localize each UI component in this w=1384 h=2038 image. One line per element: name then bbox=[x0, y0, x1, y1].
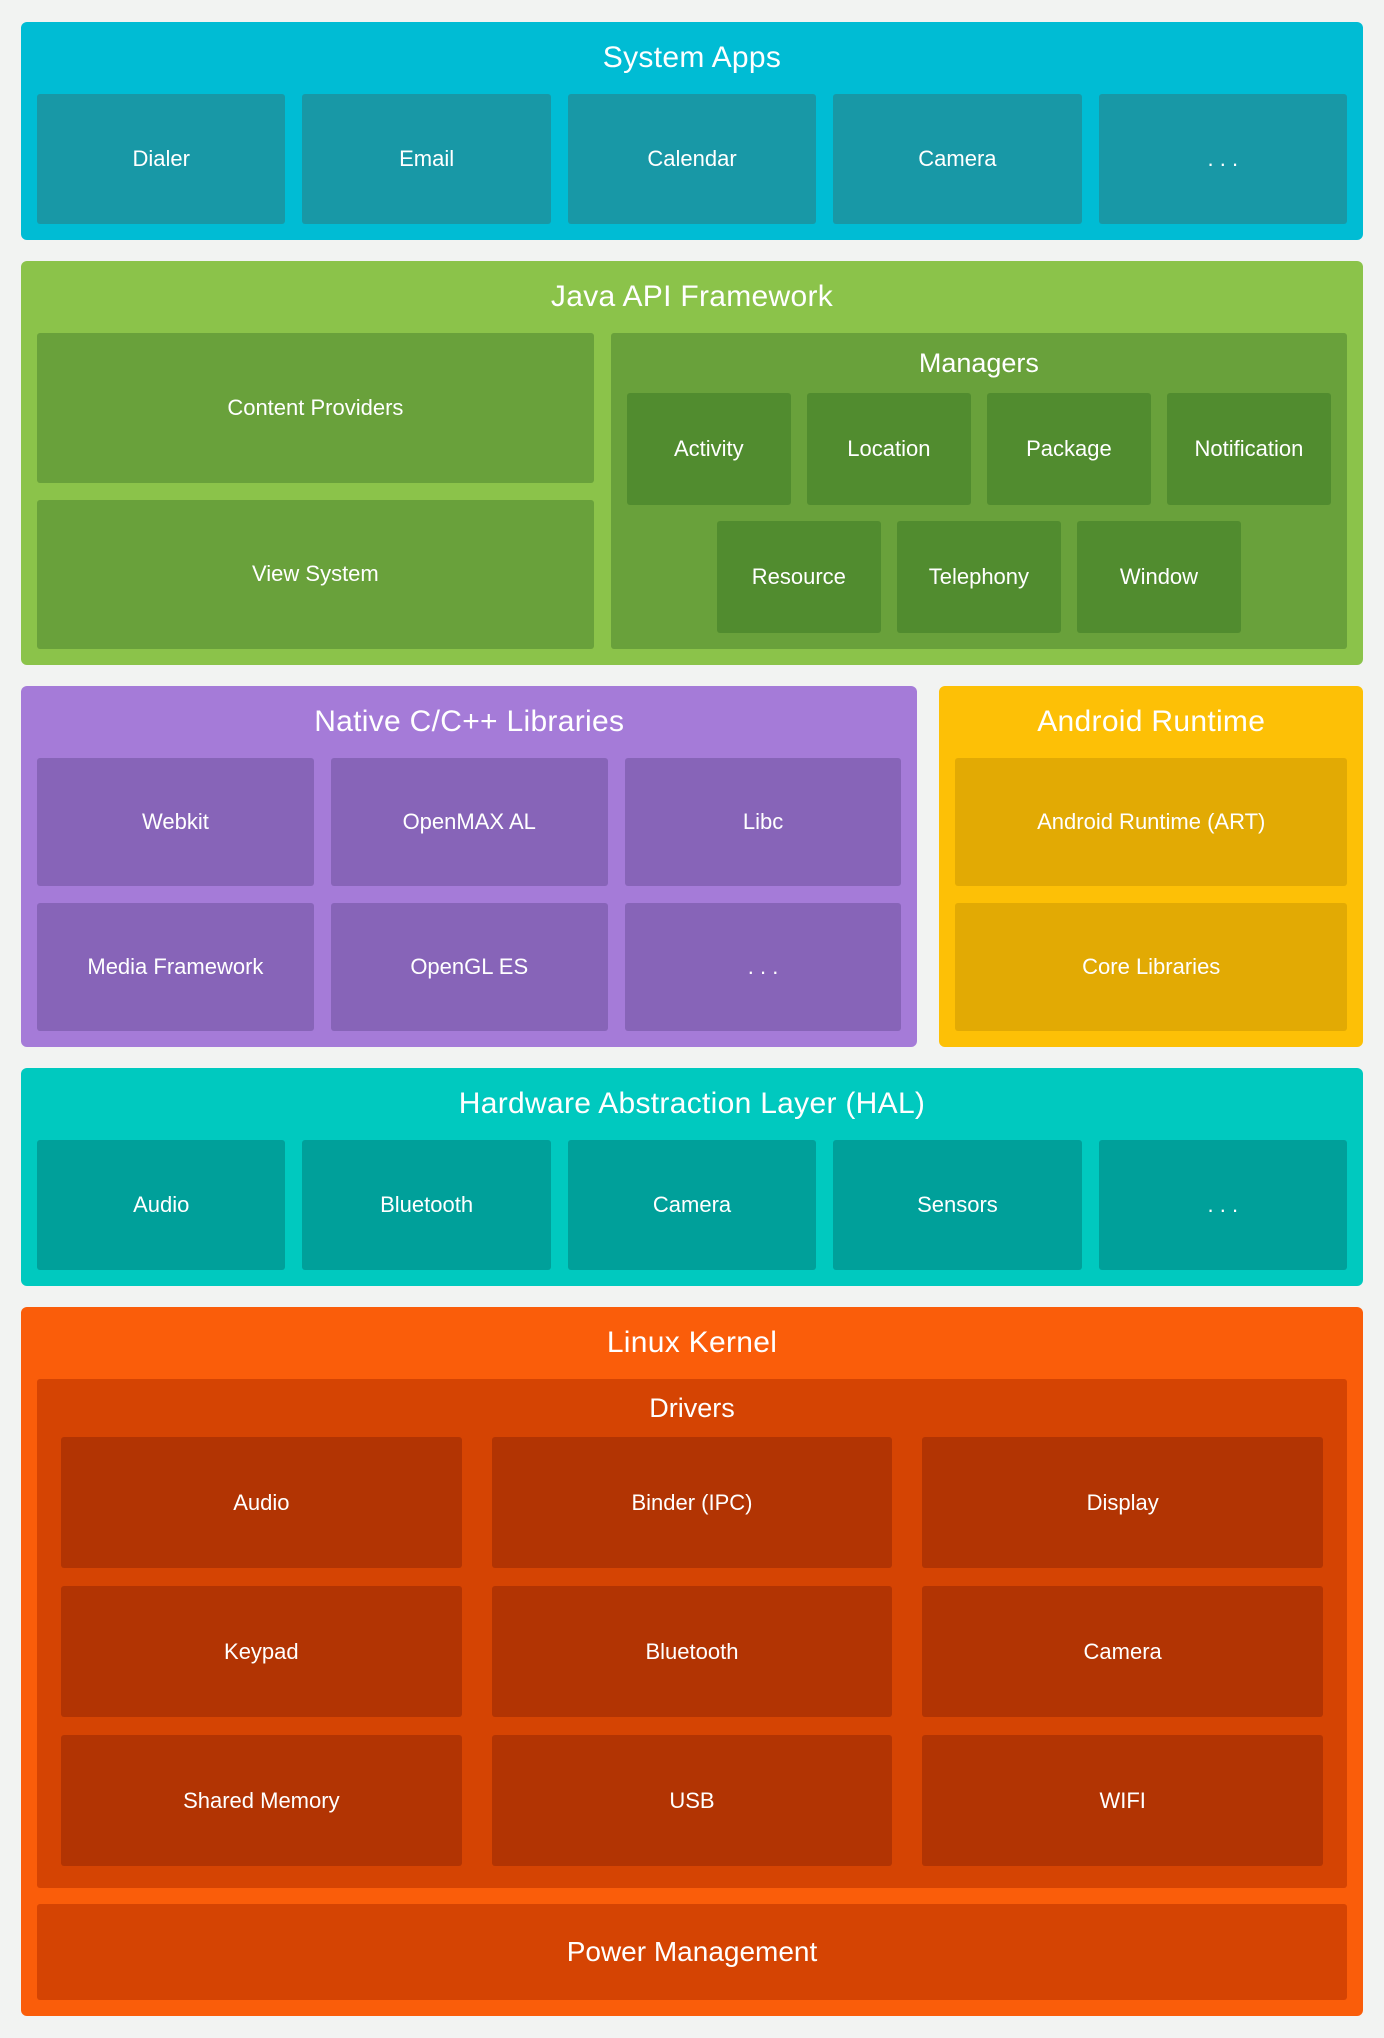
view-system-tile: View System bbox=[37, 499, 594, 649]
java-api-title: Java API Framework bbox=[550, 280, 834, 313]
libc-tile: Libc bbox=[624, 758, 902, 886]
native-row-1: Webkit OpenMAX AL Libc bbox=[37, 758, 902, 886]
activity-manager-tile: Activity bbox=[626, 393, 791, 505]
managers-row-1: Activity Location Package Notification bbox=[626, 393, 1331, 505]
system-apps-tile-row: Dialer Email Calendar Camera . . . bbox=[37, 94, 1348, 224]
opengl-es-tile: OpenGL ES bbox=[330, 903, 608, 1031]
native-libraries-tiles: Webkit OpenMAX AL Libc Media Framework O… bbox=[37, 758, 902, 1031]
package-manager-tile: Package bbox=[986, 393, 1151, 505]
managers-group: Managers Activity Location Package Notif… bbox=[610, 333, 1347, 649]
section-system-apps: System Apps Dialer Email Calendar Camera… bbox=[21, 22, 1363, 240]
drivers-title: Drivers bbox=[649, 1392, 735, 1423]
wifi-driver-tile: WIFI bbox=[922, 1735, 1323, 1866]
content-providers-tile: Content Providers bbox=[37, 333, 594, 483]
display-driver-tile: Display bbox=[922, 1437, 1323, 1568]
bluetooth-driver-tile: Bluetooth bbox=[491, 1586, 893, 1717]
webkit-tile: Webkit bbox=[37, 758, 314, 886]
system-apps-more-tile: . . . bbox=[1098, 94, 1348, 224]
location-manager-tile: Location bbox=[806, 393, 971, 505]
system-apps-title: System Apps bbox=[602, 41, 782, 74]
android-runtime-tiles: Android Runtime (ART) Core Libraries bbox=[955, 758, 1347, 1031]
art-tile: Android Runtime (ART) bbox=[955, 758, 1347, 886]
native-libs-more-tile: . . . bbox=[624, 903, 902, 1031]
java-api-left-column: Content Providers View System bbox=[37, 333, 594, 649]
drivers-group: Drivers Audio Binder (IPC) Display Keypa… bbox=[37, 1379, 1347, 1888]
openmax-al-tile: OpenMAX AL bbox=[330, 758, 608, 886]
managers-row-2: Resource Telephony Window bbox=[627, 521, 1331, 633]
hal-title: Hardware Abstraction Layer (HAL) bbox=[458, 1087, 926, 1120]
section-java-api-framework: Java API Framework Content Providers Vie… bbox=[21, 261, 1363, 665]
section-hal: Hardware Abstraction Layer (HAL) Audio B… bbox=[21, 1068, 1363, 1286]
media-framework-tile: Media Framework bbox=[37, 903, 314, 1031]
managers-rows: Activity Location Package Notification R… bbox=[626, 393, 1331, 633]
notification-manager-tile: Notification bbox=[1166, 393, 1331, 505]
java-api-content: Content Providers View System Managers A… bbox=[37, 333, 1347, 649]
usb-driver-tile: USB bbox=[491, 1735, 893, 1866]
native-row-2: Media Framework OpenGL ES . . . bbox=[37, 903, 902, 1031]
section-android-runtime: Android Runtime Android Runtime (ART) Co… bbox=[939, 686, 1363, 1047]
email-tile: Email bbox=[302, 94, 551, 224]
hal-audio-tile: Audio bbox=[37, 1140, 286, 1270]
keypad-driver-tile: Keypad bbox=[61, 1586, 462, 1717]
power-management-bar: Power Management bbox=[37, 1904, 1347, 2000]
camera-driver-tile: Camera bbox=[922, 1586, 1323, 1717]
shared-memory-driver-tile: Shared Memory bbox=[61, 1735, 462, 1866]
hal-bluetooth-tile: Bluetooth bbox=[302, 1140, 551, 1270]
core-libraries-tile: Core Libraries bbox=[955, 903, 1347, 1031]
hal-more-tile: . . . bbox=[1098, 1140, 1348, 1270]
native-libraries-title: Native C/C++ Libraries bbox=[314, 705, 625, 738]
resource-manager-tile: Resource bbox=[716, 521, 881, 633]
android-runtime-title: Android Runtime bbox=[1037, 705, 1266, 738]
dialer-tile: Dialer bbox=[37, 94, 286, 224]
binder-ipc-driver-tile: Binder (IPC) bbox=[491, 1437, 893, 1568]
calendar-tile: Calendar bbox=[567, 94, 817, 224]
audio-driver-tile: Audio bbox=[61, 1437, 462, 1568]
linux-kernel-title: Linux Kernel bbox=[606, 1326, 778, 1359]
hal-sensors-tile: Sensors bbox=[833, 1140, 1082, 1270]
managers-title: Managers bbox=[918, 347, 1039, 378]
hal-tile-row: Audio Bluetooth Camera Sensors . . . bbox=[37, 1140, 1348, 1270]
window-manager-tile: Window bbox=[1076, 521, 1241, 633]
drivers-grid: Audio Binder (IPC) Display Keypad Blueto… bbox=[61, 1437, 1323, 1866]
section-native-libraries: Native C/C++ Libraries Webkit OpenMAX AL… bbox=[21, 686, 918, 1047]
section-linux-kernel: Linux Kernel Drivers Audio Binder (IPC) … bbox=[21, 1307, 1363, 2016]
hal-camera-tile: Camera bbox=[567, 1140, 817, 1270]
middle-band: Native C/C++ Libraries Webkit OpenMAX AL… bbox=[21, 686, 1363, 1047]
telephony-manager-tile: Telephony bbox=[896, 521, 1061, 633]
camera-tile: Camera bbox=[833, 94, 1082, 224]
